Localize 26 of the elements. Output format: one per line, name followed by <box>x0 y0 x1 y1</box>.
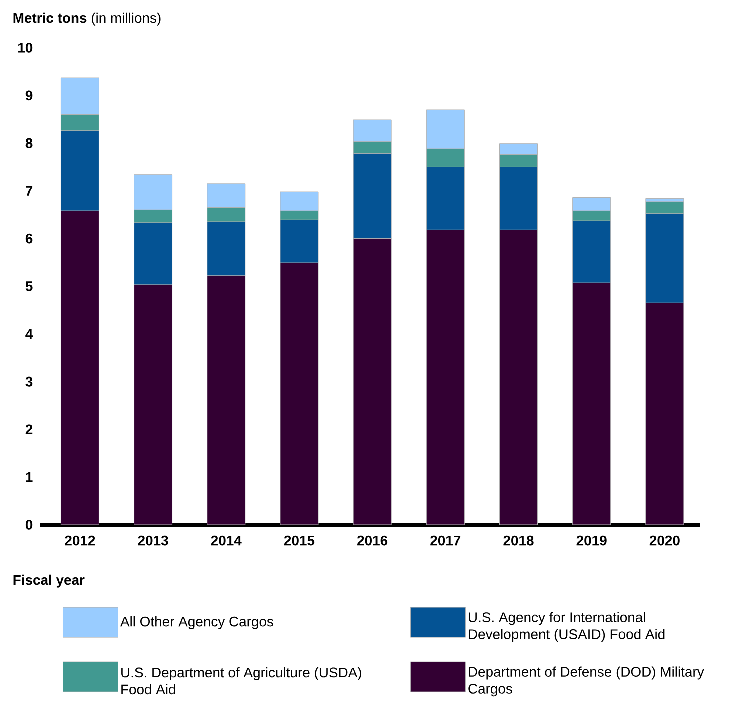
y-tick-label: 2 <box>26 424 33 434</box>
x-tick-label: 2017 <box>430 536 461 546</box>
x-tick-label: 2014 <box>211 536 242 546</box>
legend-label: U.S. Department of Agriculture (USDA) Food Aid <box>122 667 362 695</box>
y-tick-label: 6 <box>26 234 33 244</box>
legend-label: Department of Defense (DOD) Military Cargos <box>468 666 704 697</box>
y-tick-label: 8 <box>26 138 33 148</box>
y-tick-label: 1 <box>26 472 33 482</box>
x-tick-label: 2013 <box>138 536 168 546</box>
legend-label: U.S. Agency for International Development (USAID) Food Aid <box>469 612 665 642</box>
y-tick-label: 9 <box>26 90 33 101</box>
y-tick-label: 10 <box>18 43 33 53</box>
x-tick-label: 2018 <box>504 536 534 546</box>
y-axis-title: Metric tons (in millions) <box>14 12 161 26</box>
x-tick-label: 2016 <box>358 536 388 546</box>
y-tick-label: 3 <box>26 376 33 387</box>
y-tick-label: 7 <box>26 186 33 196</box>
x-tick-label: 2019 <box>576 536 607 546</box>
y-tick-label: 4 <box>26 329 34 339</box>
x-tick-label: 2012 <box>65 536 96 546</box>
legend-label: All Other Agency Cargos <box>120 616 274 630</box>
y-tick-label: 0 <box>26 520 33 530</box>
x-tick-label: 2015 <box>284 536 315 546</box>
x-tick-label: 2020 <box>650 536 680 546</box>
x-axis-title: Fiscal year <box>14 574 85 588</box>
y-tick-label: 5 <box>26 282 33 292</box>
